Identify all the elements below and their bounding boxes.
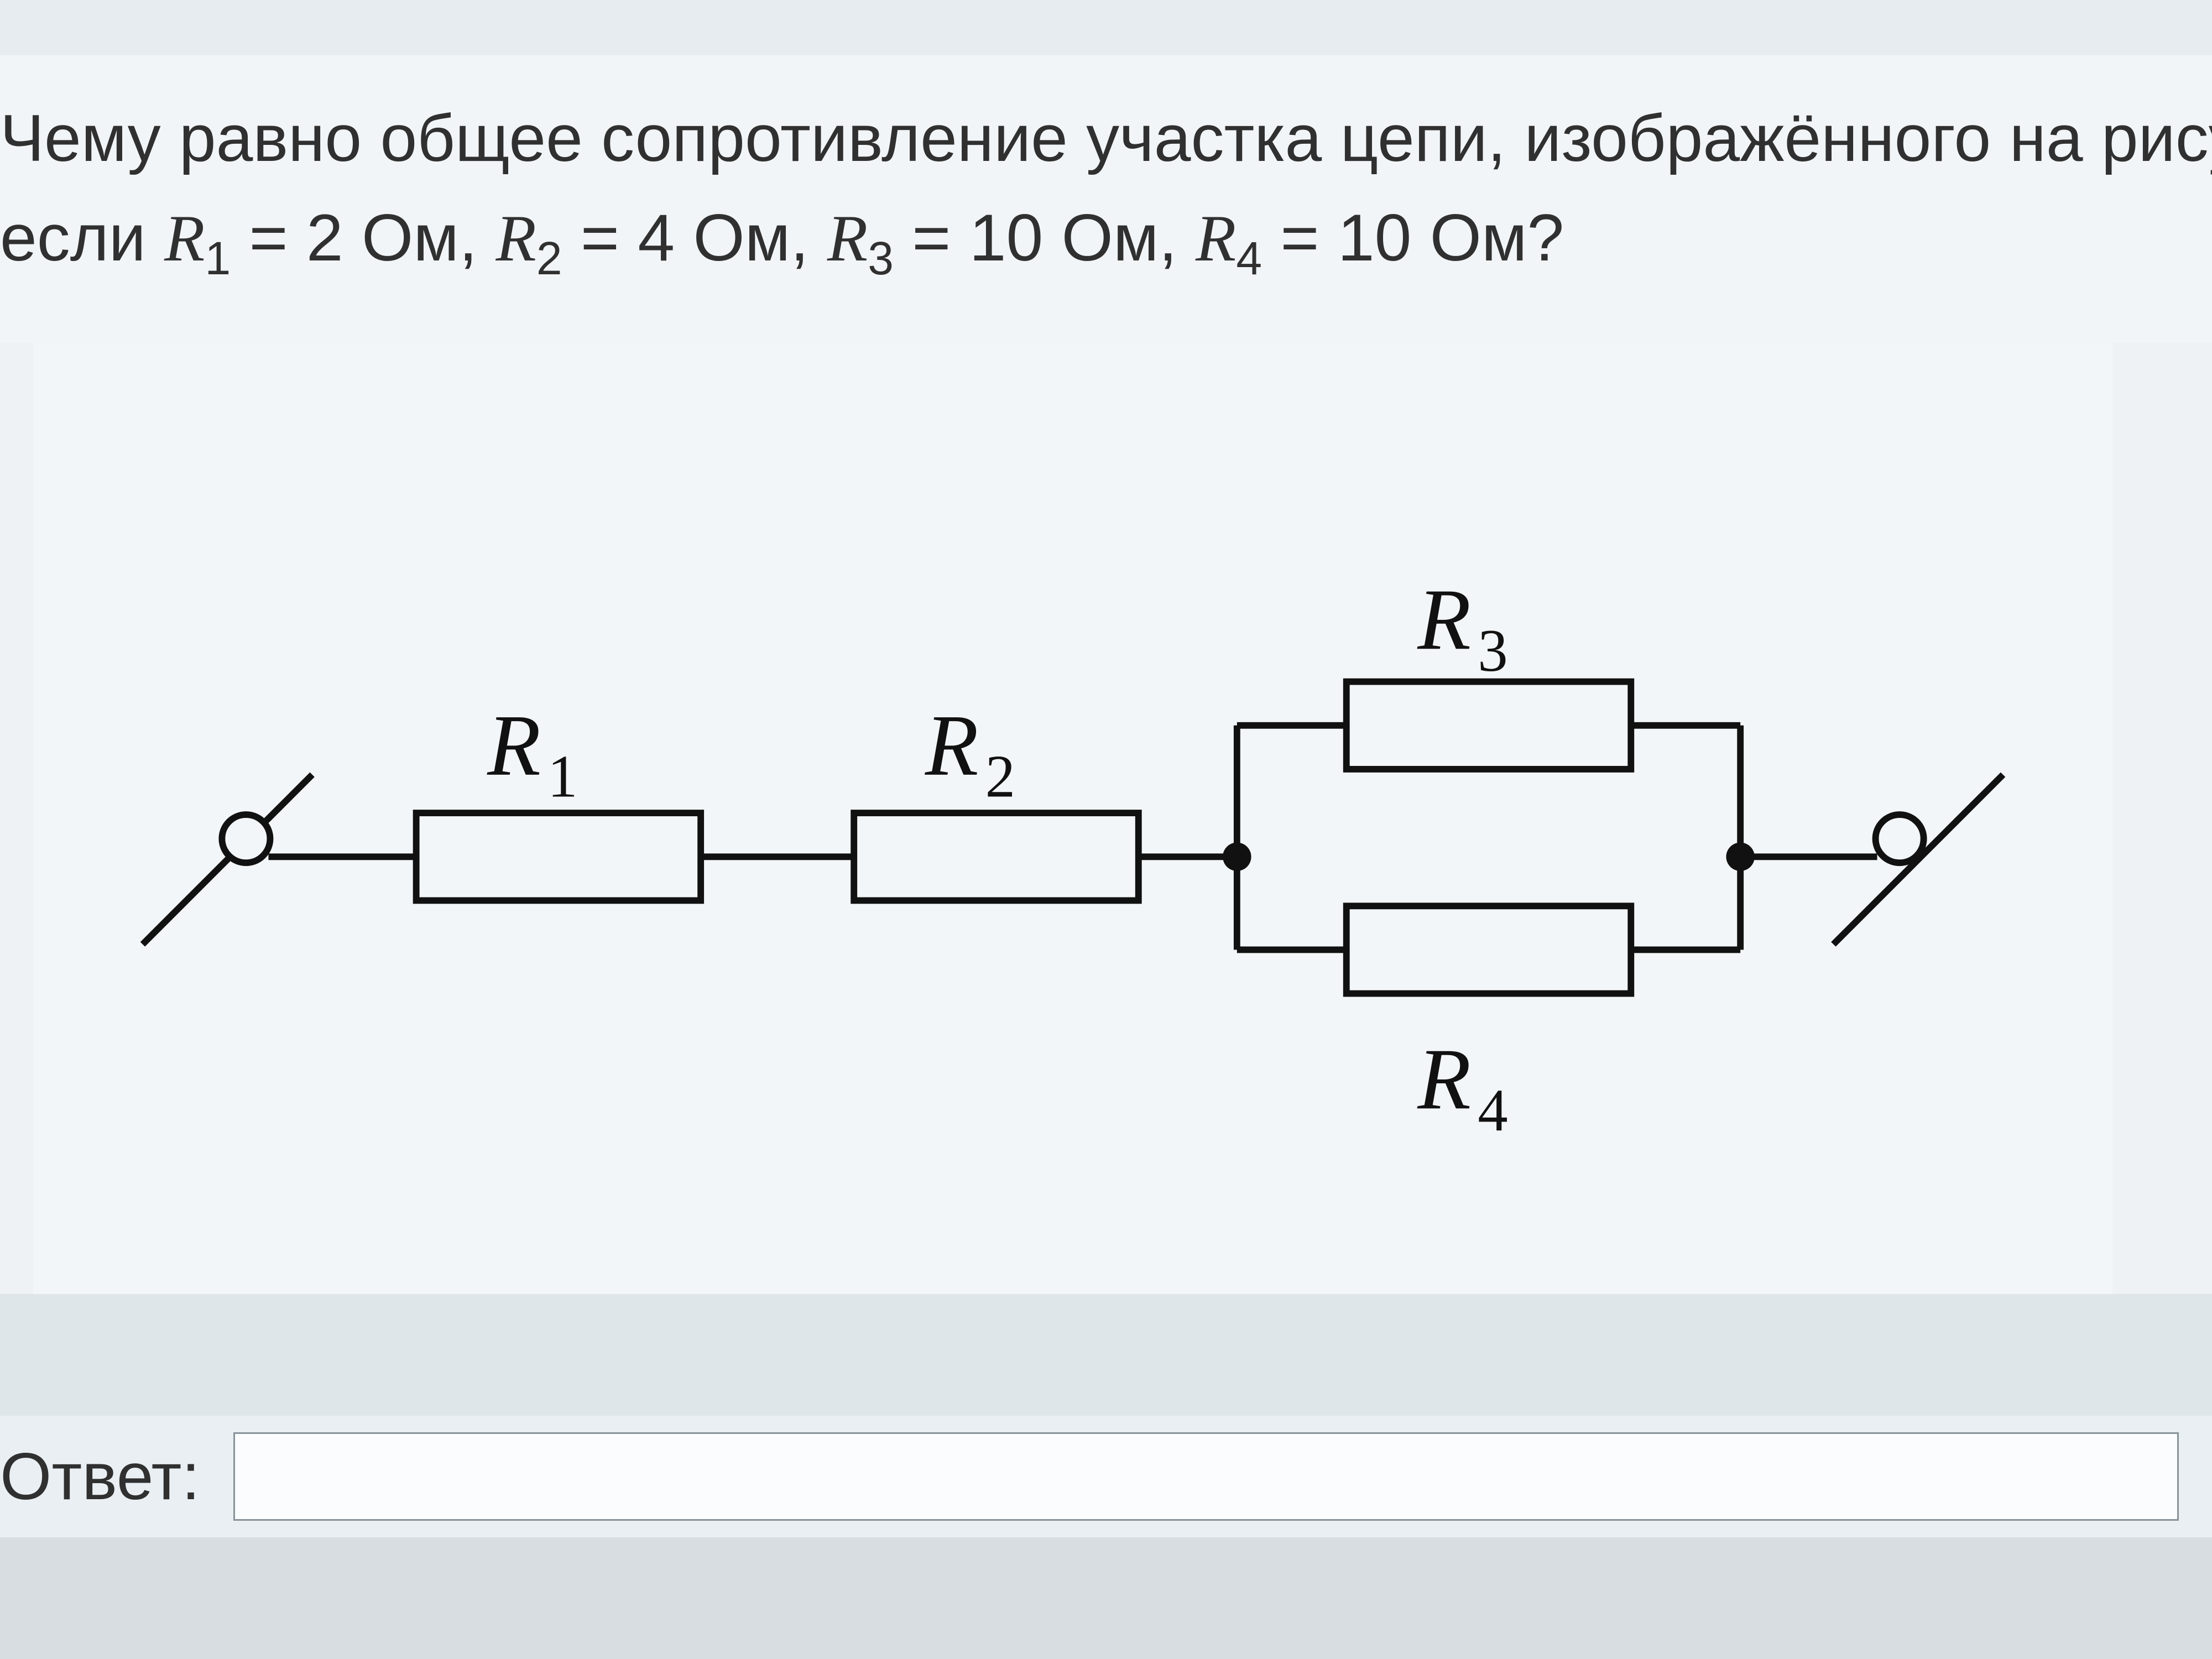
- resistor-label: R: [925, 697, 979, 794]
- resistor-label-sub: 1: [547, 743, 577, 810]
- q2-R2-sub: 2: [536, 232, 562, 284]
- diagram-block: R1R2R3R4: [0, 343, 2212, 1294]
- q2-R1-var: R: [164, 201, 205, 275]
- q2-R4-sub: 4: [1236, 232, 1262, 284]
- answer-input[interactable]: [233, 1432, 2179, 1521]
- resistor-label: R: [1417, 1031, 1471, 1128]
- answer-label: Ответ:: [0, 1438, 200, 1515]
- resistor-label-sub: 2: [985, 743, 1015, 810]
- bottom-separator: [0, 1537, 2212, 1659]
- answer-row: Ответ:: [0, 1416, 2212, 1537]
- resistor-label-sub: 4: [1478, 1077, 1507, 1144]
- q2-R1-val: = 2 Ом,: [231, 201, 495, 275]
- diagram-inner: R1R2R3R4: [33, 343, 2112, 1294]
- q2-prefix: если: [0, 201, 164, 275]
- mid-separator: [0, 1294, 2212, 1416]
- question-line-1: Чему равно общее сопротивление участка ц…: [0, 88, 2212, 188]
- circuit-diagram: R1R2R3R4: [33, 343, 2112, 1294]
- resistor-label-sub: 3: [1478, 617, 1507, 684]
- q2-R3-var: R: [827, 201, 868, 275]
- q2-R4-var: R: [1196, 201, 1236, 275]
- q2-R3-sub: 3: [868, 232, 894, 284]
- q2-R2-var: R: [496, 201, 536, 275]
- top-separator: [0, 0, 2212, 55]
- resistor-label: R: [1417, 571, 1471, 668]
- q2-R1-sub: 1: [205, 232, 231, 284]
- question-line-2: если R1 = 2 Ом, R2 = 4 Ом, R3 = 10 Ом, R…: [0, 188, 2212, 293]
- resistor-label: R: [487, 697, 541, 794]
- question-block: Чему равно общее сопротивление участка ц…: [0, 55, 2212, 343]
- q2-R2-val: = 4 Ом,: [562, 201, 827, 275]
- q2-R3-val: = 10 Ом,: [894, 201, 1196, 275]
- q2-R4-val: = 10 Ом?: [1262, 201, 1564, 275]
